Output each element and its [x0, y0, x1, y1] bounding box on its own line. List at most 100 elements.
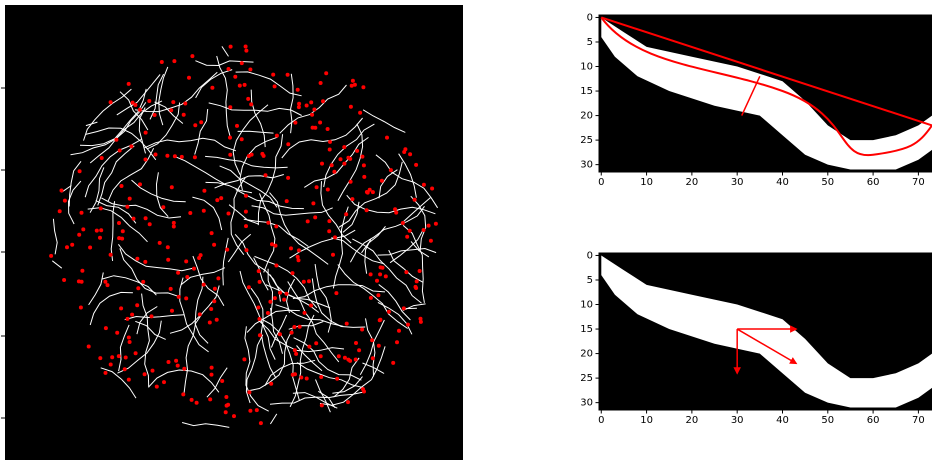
node [169, 108, 173, 112]
node [248, 68, 252, 72]
node [106, 283, 110, 287]
x-tick-label: 10 [640, 177, 653, 188]
node [339, 157, 343, 161]
node [357, 348, 361, 352]
node [262, 154, 266, 158]
node [309, 100, 313, 104]
node [138, 182, 142, 186]
node [173, 154, 177, 158]
node [332, 170, 336, 174]
node [180, 155, 184, 159]
y-tick-label: 25 [580, 135, 593, 146]
node [378, 272, 382, 276]
node [377, 344, 381, 348]
node [294, 352, 298, 356]
node [148, 222, 152, 226]
node [70, 243, 74, 247]
node [393, 207, 397, 211]
node [80, 280, 84, 284]
node [244, 49, 248, 53]
node [114, 138, 118, 142]
node [307, 345, 311, 349]
node [361, 387, 365, 391]
node [147, 99, 151, 103]
node [328, 140, 332, 144]
node [273, 296, 277, 300]
node [290, 331, 294, 335]
node [249, 102, 253, 106]
node [158, 241, 162, 245]
node [100, 156, 104, 160]
node [348, 157, 352, 161]
node [342, 145, 346, 149]
node [314, 341, 318, 345]
node [247, 154, 251, 158]
node [80, 269, 84, 273]
node [285, 292, 289, 296]
node [394, 211, 398, 215]
node [177, 295, 181, 299]
node [224, 395, 228, 399]
node [244, 224, 248, 228]
y-tick-label: 20 [580, 111, 593, 122]
node [405, 235, 409, 239]
node [247, 390, 251, 394]
node [286, 176, 290, 180]
node [404, 270, 408, 274]
node [190, 54, 194, 58]
node [109, 253, 113, 257]
node [376, 293, 380, 297]
node [305, 377, 309, 381]
node [63, 199, 67, 203]
x-tick-label: 40 [776, 415, 789, 426]
x-tick-label: 70 [912, 177, 925, 188]
node [229, 45, 233, 49]
node [362, 175, 366, 179]
node [220, 379, 224, 383]
node [127, 82, 131, 86]
node [278, 291, 282, 295]
node [171, 100, 175, 104]
node [350, 197, 354, 201]
node [345, 322, 349, 326]
node [215, 198, 219, 202]
node [98, 236, 102, 240]
node [210, 86, 214, 90]
node [170, 309, 174, 313]
node [115, 331, 119, 335]
node [109, 363, 113, 367]
node [240, 137, 244, 141]
y-tick-label: 15 [580, 324, 593, 335]
node [110, 355, 114, 359]
node [132, 217, 136, 221]
node [244, 210, 248, 214]
node [215, 318, 219, 322]
node [77, 233, 81, 237]
node [124, 356, 128, 360]
node [258, 280, 262, 284]
node [358, 111, 362, 115]
node [319, 375, 323, 379]
node [414, 163, 418, 167]
node [172, 221, 176, 225]
node [235, 124, 239, 128]
node [402, 306, 406, 310]
x-tick-label: 0 [598, 177, 604, 188]
image-axes: 010203040506070051015202530 [580, 250, 932, 426]
node [65, 245, 69, 249]
node [99, 228, 103, 232]
node [78, 169, 82, 173]
node [185, 275, 189, 279]
node [199, 253, 203, 257]
node [143, 260, 147, 264]
node [351, 79, 355, 83]
node [297, 248, 301, 252]
node [117, 221, 121, 225]
node [227, 67, 231, 71]
node [151, 369, 155, 373]
node [313, 126, 317, 130]
node [319, 81, 323, 85]
node [278, 332, 282, 336]
node [266, 221, 270, 225]
node [273, 84, 277, 88]
